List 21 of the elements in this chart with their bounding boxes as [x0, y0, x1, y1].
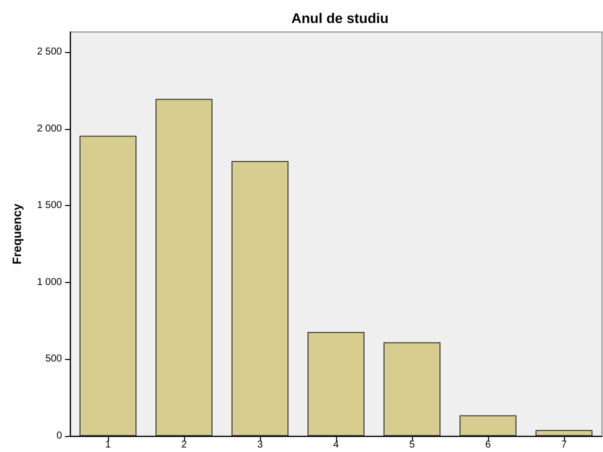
- x-tick-label: 6: [485, 440, 492, 450]
- y-tick-label: 0: [56, 430, 62, 442]
- x-tick-label: 5: [409, 440, 416, 450]
- x-tick-label: 4: [333, 440, 340, 450]
- y-tick-label: 2 000: [36, 123, 62, 134]
- bar: [308, 332, 364, 436]
- y-tick-label: 1 000: [36, 276, 62, 288]
- bar: [232, 161, 288, 436]
- bar: [156, 98, 212, 436]
- bar: [460, 415, 516, 436]
- x-tick-label: 3: [257, 440, 264, 450]
- x-tick-label: 2: [181, 440, 188, 450]
- bar: [536, 430, 592, 436]
- y-tick-label: 2 500: [36, 46, 62, 58]
- bar: [384, 342, 440, 436]
- bar: [80, 136, 136, 436]
- x-tick-label: 1: [105, 440, 112, 450]
- chart-title: Anul de studiu: [291, 10, 389, 26]
- y-axis-title: Frequency: [10, 203, 24, 264]
- y-tick-label: 1 500: [36, 200, 62, 212]
- y-tick-label: 500: [45, 354, 62, 365]
